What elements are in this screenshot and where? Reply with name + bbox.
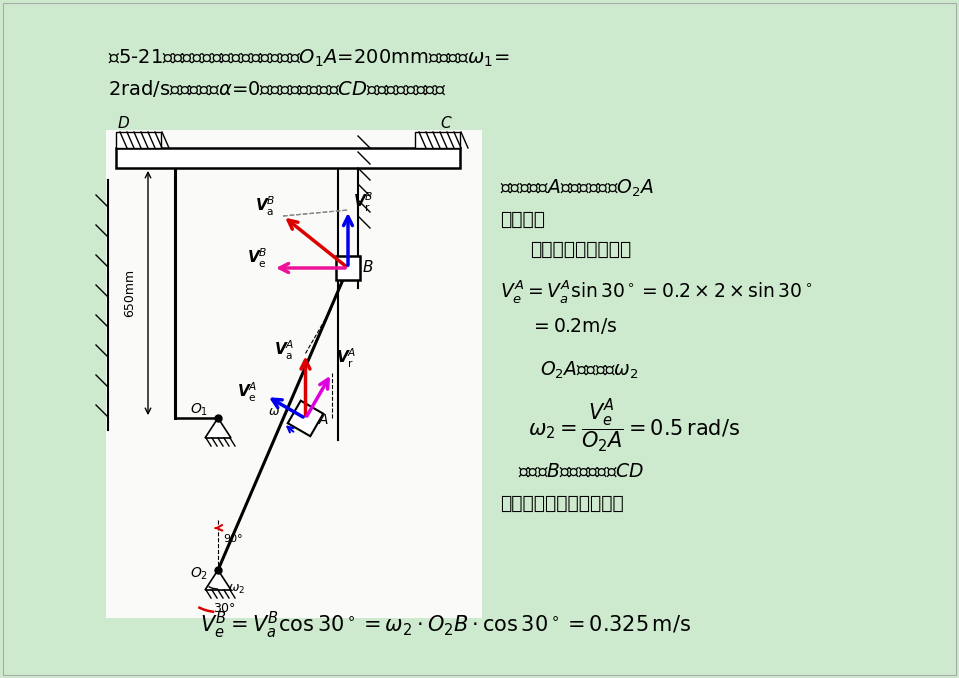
Text: 以套筒$B$为研究对象，$CD$: 以套筒$B$为研究对象，$CD$ <box>518 462 644 481</box>
Polygon shape <box>205 418 231 438</box>
Text: 为动系。: 为动系。 <box>500 210 545 229</box>
Polygon shape <box>288 401 323 436</box>
Text: 为动系。速度矢量如图。: 为动系。速度矢量如图。 <box>500 494 623 513</box>
Bar <box>116 148 460 168</box>
Text: $30°$: $30°$ <box>213 602 236 615</box>
Text: $O_2A$杆角速度$\omega_2$: $O_2A$杆角速度$\omega_2$ <box>540 360 639 381</box>
Text: $= 0.2$m/s: $= 0.2$m/s <box>530 316 618 336</box>
Text: $O_1$: $O_1$ <box>190 402 208 418</box>
Text: $B$: $B$ <box>362 259 374 275</box>
Text: $\omega$: $\omega$ <box>268 405 279 418</box>
Text: 2rad/s，角加速度$\alpha$=0。求图示位置滑枕$CD$的速度和加速度。: 2rad/s，角加速度$\alpha$=0。求图示位置滑枕$CD$的速度和加速度… <box>108 78 447 99</box>
Bar <box>358 132 388 248</box>
Text: D: D <box>118 116 129 131</box>
Bar <box>336 256 360 280</box>
Text: $\boldsymbol{V}^A_\mathrm{r}$: $\boldsymbol{V}^A_\mathrm{r}$ <box>336 346 356 370</box>
Text: 例5-21：牛头刨床机构如图所示。已知$O_1A$=200mm，角速度$\omega_1$=: 例5-21：牛头刨床机构如图所示。已知$O_1A$=200mm，角速度$\ome… <box>108 48 509 69</box>
Text: $\boldsymbol{V}^A_\mathrm{a}$: $\boldsymbol{V}^A_\mathrm{a}$ <box>273 339 294 362</box>
Bar <box>116 132 161 148</box>
Text: $\omega_2 = \dfrac{V_e^A}{O_2A} = 0.5\,$rad/s: $\omega_2 = \dfrac{V_e^A}{O_2A} = 0.5\,$… <box>528 398 740 456</box>
Text: $\boldsymbol{V}^B_\mathrm{r}$: $\boldsymbol{V}^B_\mathrm{r}$ <box>353 191 374 214</box>
Text: $\boldsymbol{V}^B_\mathrm{a}$: $\boldsymbol{V}^B_\mathrm{a}$ <box>255 195 275 218</box>
Text: $O_2$: $O_2$ <box>190 566 208 582</box>
Text: 速度矢量如左所示。: 速度矢量如左所示。 <box>530 240 631 259</box>
Bar <box>415 132 460 148</box>
Text: $V_e^A = V_a^A \sin30^\circ = 0.2\times2\times\sin30^\circ$: $V_e^A = V_a^A \sin30^\circ = 0.2\times2… <box>500 278 812 305</box>
Text: 650mm: 650mm <box>124 269 136 317</box>
Text: C: C <box>440 116 451 131</box>
Text: 解：以套筒$A$为研究对象，$O_2A$: 解：以套筒$A$为研究对象，$O_2A$ <box>500 178 654 199</box>
Bar <box>106 130 482 618</box>
Text: $\boldsymbol{V}^B_\mathrm{e}$: $\boldsymbol{V}^B_\mathrm{e}$ <box>247 247 268 271</box>
Text: $\omega_2$: $\omega_2$ <box>228 583 246 596</box>
Text: $\boldsymbol{V}^A_\mathrm{e}$: $\boldsymbol{V}^A_\mathrm{e}$ <box>237 381 257 405</box>
Polygon shape <box>205 570 231 590</box>
Text: 90°: 90° <box>223 534 243 544</box>
Text: $A$: $A$ <box>317 414 329 427</box>
Text: $V_e^B = V_a^B \cos30^\circ = \omega_2 \cdot O_2B\cdot\cos30^\circ = 0.325\,$m/s: $V_e^B = V_a^B \cos30^\circ = \omega_2 \… <box>200 610 691 641</box>
